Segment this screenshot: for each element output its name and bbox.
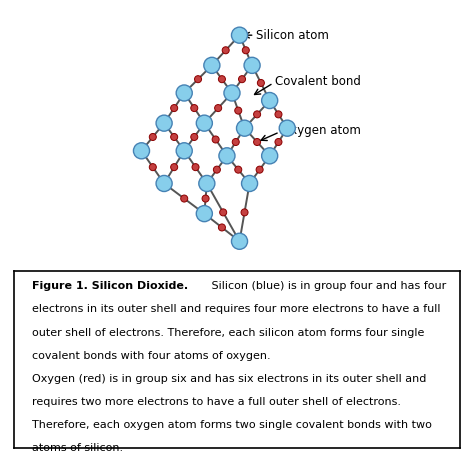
Text: Therefore, each oxygen atom forms two single covalent bonds with two: Therefore, each oxygen atom forms two si…: [32, 420, 432, 430]
Text: Silicon (blue) is in group four and has four: Silicon (blue) is in group four and has …: [208, 281, 447, 291]
Circle shape: [222, 47, 229, 54]
Text: outer shell of electrons. Therefore, each silicon atom forms four single: outer shell of electrons. Therefore, eac…: [32, 328, 424, 338]
Circle shape: [212, 136, 219, 143]
Circle shape: [191, 133, 198, 141]
Circle shape: [235, 107, 242, 114]
Circle shape: [231, 233, 247, 249]
Text: Oxygen atom: Oxygen atom: [281, 124, 361, 137]
Circle shape: [262, 92, 278, 109]
Circle shape: [231, 27, 247, 43]
Circle shape: [192, 164, 199, 171]
Circle shape: [242, 47, 249, 54]
Circle shape: [224, 85, 240, 101]
Circle shape: [254, 138, 261, 146]
Circle shape: [242, 176, 257, 192]
Circle shape: [191, 105, 198, 111]
Text: atoms of silicon.: atoms of silicon.: [32, 443, 123, 453]
Circle shape: [156, 176, 172, 192]
Circle shape: [196, 115, 212, 131]
Circle shape: [171, 164, 178, 171]
Circle shape: [204, 57, 220, 73]
Text: Figure 1. Silicon Dioxide.: Figure 1. Silicon Dioxide.: [32, 281, 188, 291]
Circle shape: [275, 138, 282, 146]
Circle shape: [237, 120, 253, 136]
Circle shape: [254, 111, 261, 118]
Circle shape: [213, 166, 220, 173]
Text: covalent bonds with four atoms of oxygen.: covalent bonds with four atoms of oxygen…: [32, 350, 271, 360]
Circle shape: [176, 85, 192, 101]
Circle shape: [241, 209, 248, 216]
Circle shape: [232, 138, 239, 146]
Text: requires two more electrons to have a full outer shell of electrons.: requires two more electrons to have a fu…: [32, 397, 401, 407]
Circle shape: [238, 76, 246, 83]
Circle shape: [171, 105, 178, 111]
Text: Oxygen (red) is in group six and has six electrons in its outer shell and: Oxygen (red) is in group six and has six…: [32, 374, 427, 384]
Circle shape: [219, 209, 227, 216]
Circle shape: [219, 76, 226, 83]
Circle shape: [215, 105, 222, 111]
Circle shape: [171, 133, 178, 141]
Text: Silicon atom: Silicon atom: [256, 29, 329, 42]
Circle shape: [176, 143, 192, 159]
Circle shape: [244, 57, 260, 73]
Circle shape: [256, 166, 263, 173]
Circle shape: [156, 115, 172, 131]
Circle shape: [194, 76, 201, 83]
Text: electrons in its outer shell and requires four more electrons to have a full: electrons in its outer shell and require…: [32, 304, 440, 314]
Circle shape: [196, 206, 212, 222]
Circle shape: [219, 148, 235, 164]
Circle shape: [257, 80, 264, 86]
Circle shape: [199, 176, 215, 192]
Circle shape: [202, 195, 209, 202]
Circle shape: [149, 164, 156, 171]
Text: Covalent bond: Covalent bond: [275, 75, 361, 88]
Circle shape: [134, 143, 149, 159]
Circle shape: [219, 224, 226, 231]
Circle shape: [279, 120, 295, 136]
Circle shape: [275, 111, 282, 118]
Circle shape: [262, 148, 278, 164]
Circle shape: [181, 195, 188, 202]
Circle shape: [235, 166, 242, 173]
Circle shape: [149, 133, 156, 141]
